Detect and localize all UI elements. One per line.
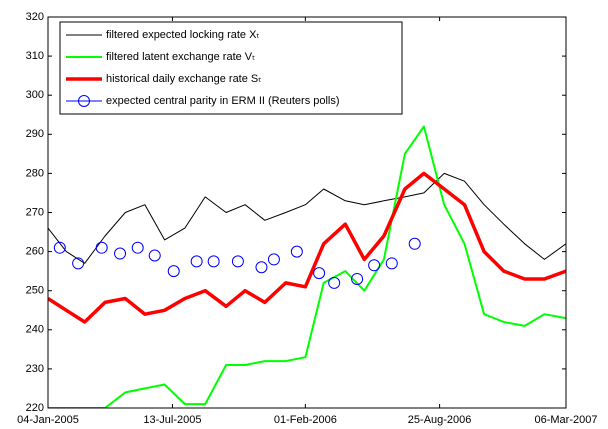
y-tick-label: 300 [26,89,44,101]
y-tick-label: 250 [26,285,44,297]
y-tick-label: 220 [26,402,44,414]
y-tick-label: 230 [26,363,44,375]
marker [114,247,127,260]
legend-marker [78,95,90,107]
legend-label: expected central parity in ERM II (Reute… [106,95,340,107]
y-tick-label: 270 [26,206,44,218]
series-line [48,172,566,264]
x-tick-label: 06-Mar-2007 [535,414,598,426]
marker [385,257,398,270]
y-tick-label: 260 [26,246,44,258]
x-tick-label: 13-Jul-2005 [143,414,201,426]
marker [368,259,381,272]
marker [290,245,303,258]
y-tick-label: 280 [26,167,44,179]
legend-box [59,21,403,115]
marker [53,241,66,254]
y-tick-label: 310 [26,50,44,62]
marker [328,276,341,289]
marker [72,257,85,270]
marker [255,261,268,274]
legend-label: filtered expected locking rate Xₜ [106,29,260,41]
series-line [48,125,566,408]
y-tick-label: 320 [26,11,44,23]
x-tick-label: 01-Feb-2006 [274,414,337,426]
marker [167,265,180,278]
marker [95,241,108,254]
axes-box [47,16,567,409]
marker [131,241,144,254]
marker [148,249,161,262]
marker [408,237,421,250]
x-tick-label: 25-Aug-2006 [408,414,472,426]
x-tick-label: 04-Jan-2005 [17,414,79,426]
marker [313,267,326,280]
y-tick-label: 290 [26,128,44,140]
marker [231,255,244,268]
y-tick-label: 240 [26,324,44,336]
legend-label: historical daily exchange rate Sₜ [106,73,262,85]
marker [190,255,203,268]
marker [207,255,220,268]
marker [351,272,364,285]
series-line [48,171,566,324]
marker [267,253,280,266]
legend-label: filtered latent exchange rate Vₜ [106,51,255,63]
